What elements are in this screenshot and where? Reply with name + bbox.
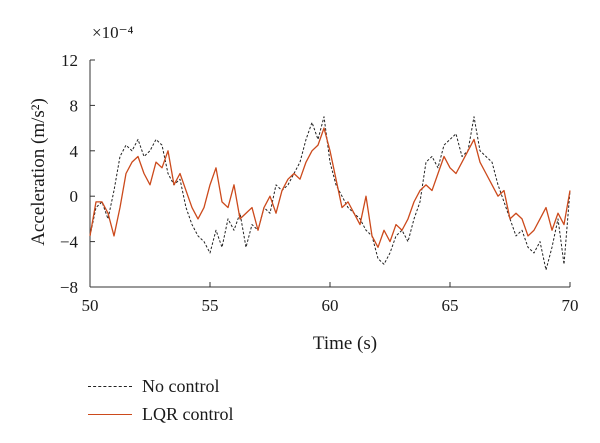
y-tick-label: 8 bbox=[70, 96, 79, 115]
legend-label: No control bbox=[142, 375, 220, 396]
series-line-lqr-control bbox=[89, 127, 571, 248]
series-lines bbox=[89, 116, 571, 271]
legend-label: LQR control bbox=[142, 403, 234, 424]
x-tick-label: 65 bbox=[442, 296, 459, 315]
axes: −8 −4 0 4 8 12 50 55 60 65 70 bbox=[60, 51, 579, 315]
legend-item-no-control: No control bbox=[88, 372, 234, 400]
y-tick-label: 4 bbox=[70, 142, 79, 161]
y-tick-label: −8 bbox=[60, 278, 78, 297]
y-tick-label: −4 bbox=[60, 233, 79, 252]
x-tick-label: 70 bbox=[562, 296, 579, 315]
y-tick-label: 12 bbox=[61, 51, 78, 70]
legend: No control LQR control bbox=[88, 372, 234, 428]
x-tick-label: 50 bbox=[82, 296, 99, 315]
x-tick-label: 60 bbox=[322, 296, 339, 315]
y-scale-multiplier: ×10⁻⁴ bbox=[92, 23, 134, 42]
legend-item-lqr-control: LQR control bbox=[88, 400, 234, 428]
x-axis-title: Time (s) bbox=[313, 333, 377, 354]
y-axis-title: Acceleration (m/s²) bbox=[28, 98, 49, 246]
legend-swatch-dashed bbox=[88, 385, 132, 387]
y-tick-label: 0 bbox=[70, 187, 79, 206]
series-line-no-control bbox=[89, 116, 571, 271]
legend-swatch-solid bbox=[88, 413, 132, 415]
x-tick-label: 55 bbox=[202, 296, 219, 315]
